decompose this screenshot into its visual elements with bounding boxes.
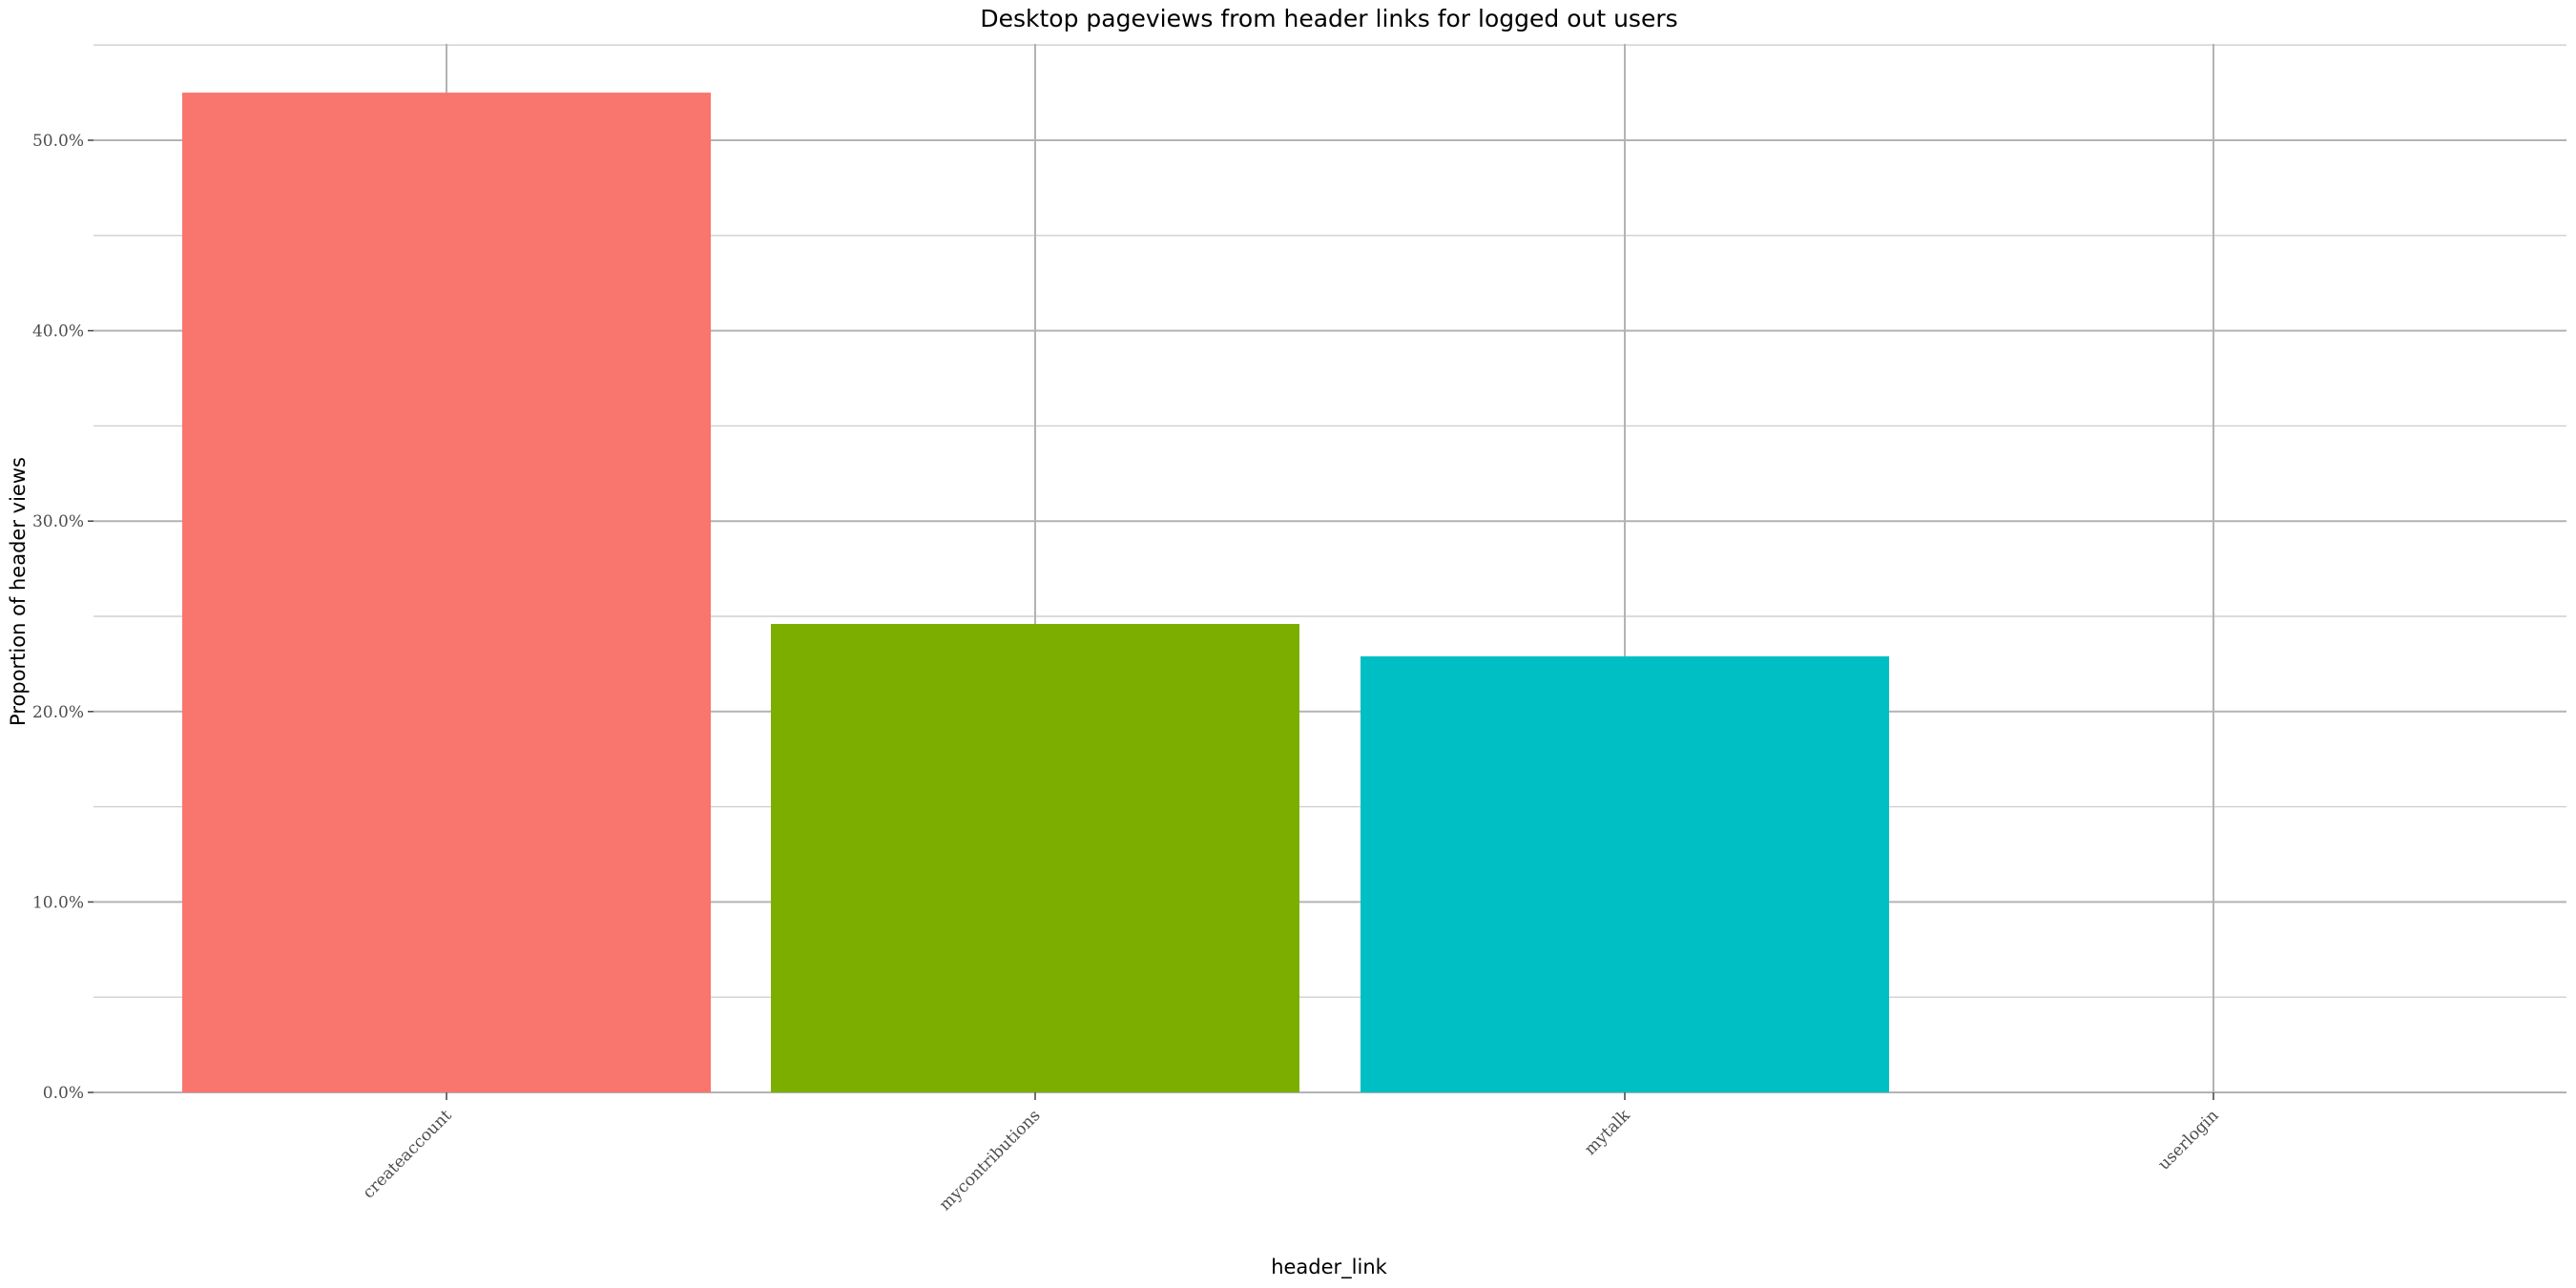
y-tick-label: 10.0%: [32, 893, 84, 912]
bars: [182, 93, 1889, 1093]
x-tick-label-userlogin: userlogin: [2154, 1106, 2222, 1174]
chart-title: Desktop pageviews from header links for …: [980, 5, 1677, 32]
x-tick-label-mycontributions: mycontributions: [936, 1106, 1045, 1215]
x-tick-label-createaccount: createaccount: [359, 1106, 455, 1202]
y-tick-label: 20.0%: [32, 703, 84, 722]
y-tick-label: 30.0%: [32, 512, 84, 531]
x-tick-label-mytalk: mytalk: [1581, 1106, 1634, 1159]
y-tick-label: 40.0%: [32, 322, 84, 342]
y-axis-title: Proportion of header views: [7, 457, 30, 726]
bar-mycontributions: [771, 623, 1299, 1092]
bar-mytalk: [1361, 655, 1889, 1092]
bar-createaccount: [182, 93, 711, 1093]
x-axis-title: header_link: [1271, 1256, 1387, 1279]
y-tick-label: 50.0%: [32, 132, 84, 151]
y-tick-label: 0.0%: [43, 1084, 84, 1103]
